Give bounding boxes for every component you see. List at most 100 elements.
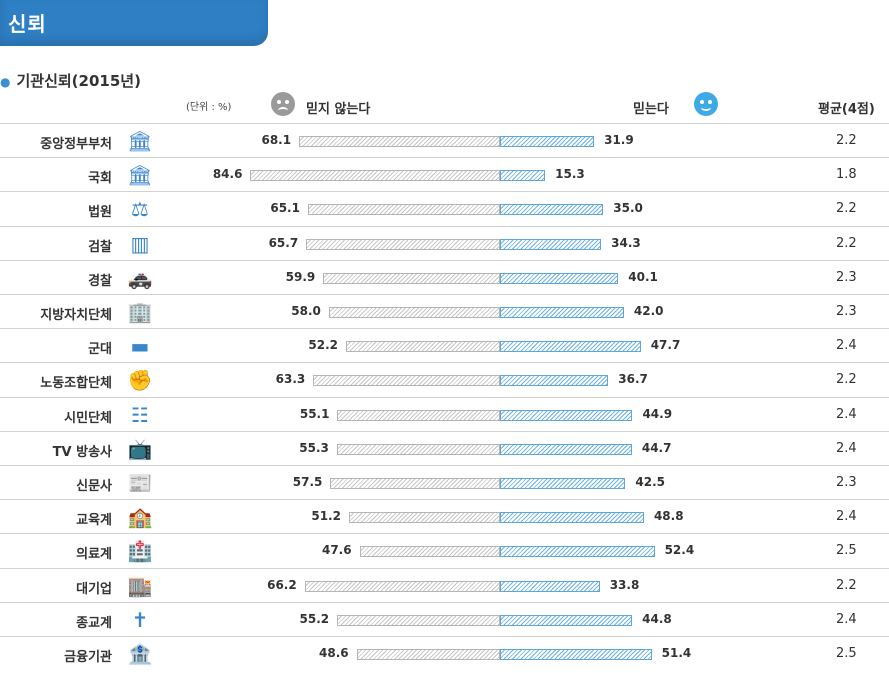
distrust-value-label: 65.1	[270, 201, 300, 216]
distrust-bar	[356, 649, 500, 660]
category-label: 국회	[88, 171, 112, 187]
trust-bar	[500, 409, 633, 421]
city-hall-icon: 🏢	[127, 300, 153, 324]
happy-face-icon	[694, 92, 718, 116]
chart-row: 신문사 📰 57.5 42.5 2.3	[0, 465, 889, 500]
trust-bar	[500, 546, 655, 558]
chart-row: 검찰 ▥ 65.7 34.3 2.2	[0, 225, 889, 261]
trust-bar	[500, 136, 595, 147]
gavel-icon: ⚖	[131, 197, 149, 222]
cross-icon: ✝	[131, 607, 149, 632]
corporation-icon: 🏬	[127, 573, 153, 598]
category-label: 의료계	[76, 547, 112, 563]
distrust-bar	[337, 614, 500, 626]
trust-bar	[500, 649, 652, 660]
average-value: 2.2	[836, 133, 857, 148]
distrust-bar	[307, 204, 500, 216]
distrust-value-label: 48.6	[319, 646, 349, 660]
distrust-bar	[299, 136, 500, 147]
average-column-header: 평균(4점)	[818, 102, 875, 117]
chart-row: 의료계 🏥 47.6 52.4 2.5	[0, 533, 889, 568]
distrust-value-label: 68.1	[261, 133, 292, 147]
distrust-bar	[346, 341, 500, 353]
distrust-bar	[250, 170, 500, 182]
trust-value-label: 34.3	[611, 235, 641, 250]
chart-row: 종교계 ✝ 55.2 44.8 2.4	[0, 601, 889, 637]
distrust-bar	[336, 443, 500, 455]
trust-bar	[500, 341, 641, 353]
trust-bar	[500, 375, 609, 387]
chart-row: 군대 ▬ 52.2 47.7 2.4	[0, 328, 889, 363]
police-car-icon: 🚓	[127, 265, 153, 290]
school-icon: 🏫	[127, 505, 153, 530]
trust-bar	[500, 478, 626, 489]
distrust-value-label: 58.0	[291, 304, 321, 318]
trust-value-label: 42.0	[633, 304, 664, 318]
distrust-value-label: 63.3	[275, 372, 306, 387]
sad-face-icon	[271, 92, 295, 116]
bank-icon: 🏦	[127, 642, 153, 666]
trust-value-label: 47.7	[650, 338, 681, 353]
trust-bar	[500, 238, 602, 250]
category-label: 군대	[88, 342, 112, 358]
category-label: 시민단체	[64, 410, 112, 426]
trust-bar	[500, 614, 633, 626]
average-value: 2.3	[836, 304, 857, 319]
distrust-bar	[306, 238, 500, 250]
government-building-icon: 🏛	[127, 129, 153, 153]
distrust-bar	[304, 580, 500, 592]
labor-union-icon: ✊	[127, 368, 153, 393]
trust-value-label: 44.8	[642, 611, 672, 626]
trust-bar	[500, 204, 604, 216]
chart-row: 지방자치단체 🏢 58.0 42.0 2.3	[0, 294, 889, 329]
section-title: 신뢰	[8, 12, 47, 36]
trust-value-label: 52.4	[664, 543, 695, 558]
trust-bar	[500, 272, 619, 284]
trust-value-label: 51.4	[661, 646, 692, 660]
category-label: 종교계	[76, 615, 112, 631]
chart-row: 법원 ⚖ 65.1 35.0 2.2	[0, 191, 889, 226]
unit-label: (단위 : %)	[186, 102, 232, 113]
trust-bar	[500, 170, 546, 182]
legend-trust: 믿는다	[633, 102, 669, 117]
distrust-bar	[337, 409, 500, 421]
trust-bar	[500, 307, 624, 318]
category-label: 노동조합단체	[40, 376, 112, 392]
tank-icon: ▬	[130, 334, 150, 359]
distrust-value-label: 57.5	[292, 475, 323, 489]
chart-row: 국회 🏛 84.6 15.3 1.8	[0, 157, 889, 192]
category-label: 검찰	[88, 239, 112, 255]
distrust-bar	[330, 478, 500, 489]
average-value: 2.5	[836, 543, 857, 559]
average-value: 1.8	[836, 167, 857, 183]
trust-value-label: 42.5	[635, 475, 665, 489]
distrust-value-label: 84.6	[212, 167, 243, 182]
civic-group-icon: ☷	[131, 402, 149, 427]
chart-row: 노동조합단체 ✊ 63.3 36.7 2.2	[0, 362, 889, 397]
average-value: 2.2	[836, 235, 857, 251]
average-value: 2.4	[836, 440, 857, 456]
distrust-bar	[348, 512, 500, 524]
distrust-value-label: 52.2	[308, 338, 338, 353]
chart-row: 교육계 🏫 51.2 48.8 2.4	[0, 499, 889, 534]
average-value: 2.2	[836, 372, 857, 388]
distrust-value-label: 55.3	[299, 440, 329, 455]
trust-value-label: 15.3	[555, 167, 585, 182]
bullet-icon: ●	[0, 75, 11, 89]
chart-row: 시민단체 ☷ 55.1 44.9 2.4	[0, 396, 889, 432]
category-label: 교육계	[76, 513, 112, 529]
trust-value-label: 40.1	[628, 269, 658, 284]
average-value: 2.2	[836, 577, 857, 593]
chart-subtitle-text: 기관신뢰(2015년)	[16, 72, 141, 90]
chart-row: 중앙정부부처 🏛 68.1 31.9 2.2	[0, 123, 889, 158]
parliament-icon: 🏛	[127, 163, 153, 188]
trust-value-label: 33.8	[609, 577, 640, 592]
trust-value-label: 35.0	[613, 201, 643, 216]
distrust-bar	[323, 272, 500, 284]
newspaper-icon: 📰	[127, 471, 153, 495]
header-band: 신뢰	[0, 0, 268, 46]
trust-value-label: 31.9	[604, 133, 634, 147]
distrust-value-label: 65.7	[268, 235, 299, 250]
chart-row: 대기업 🏬 66.2 33.8 2.2	[0, 567, 889, 603]
chart-row: 경찰 🚓 59.9 40.1 2.3	[0, 259, 889, 295]
